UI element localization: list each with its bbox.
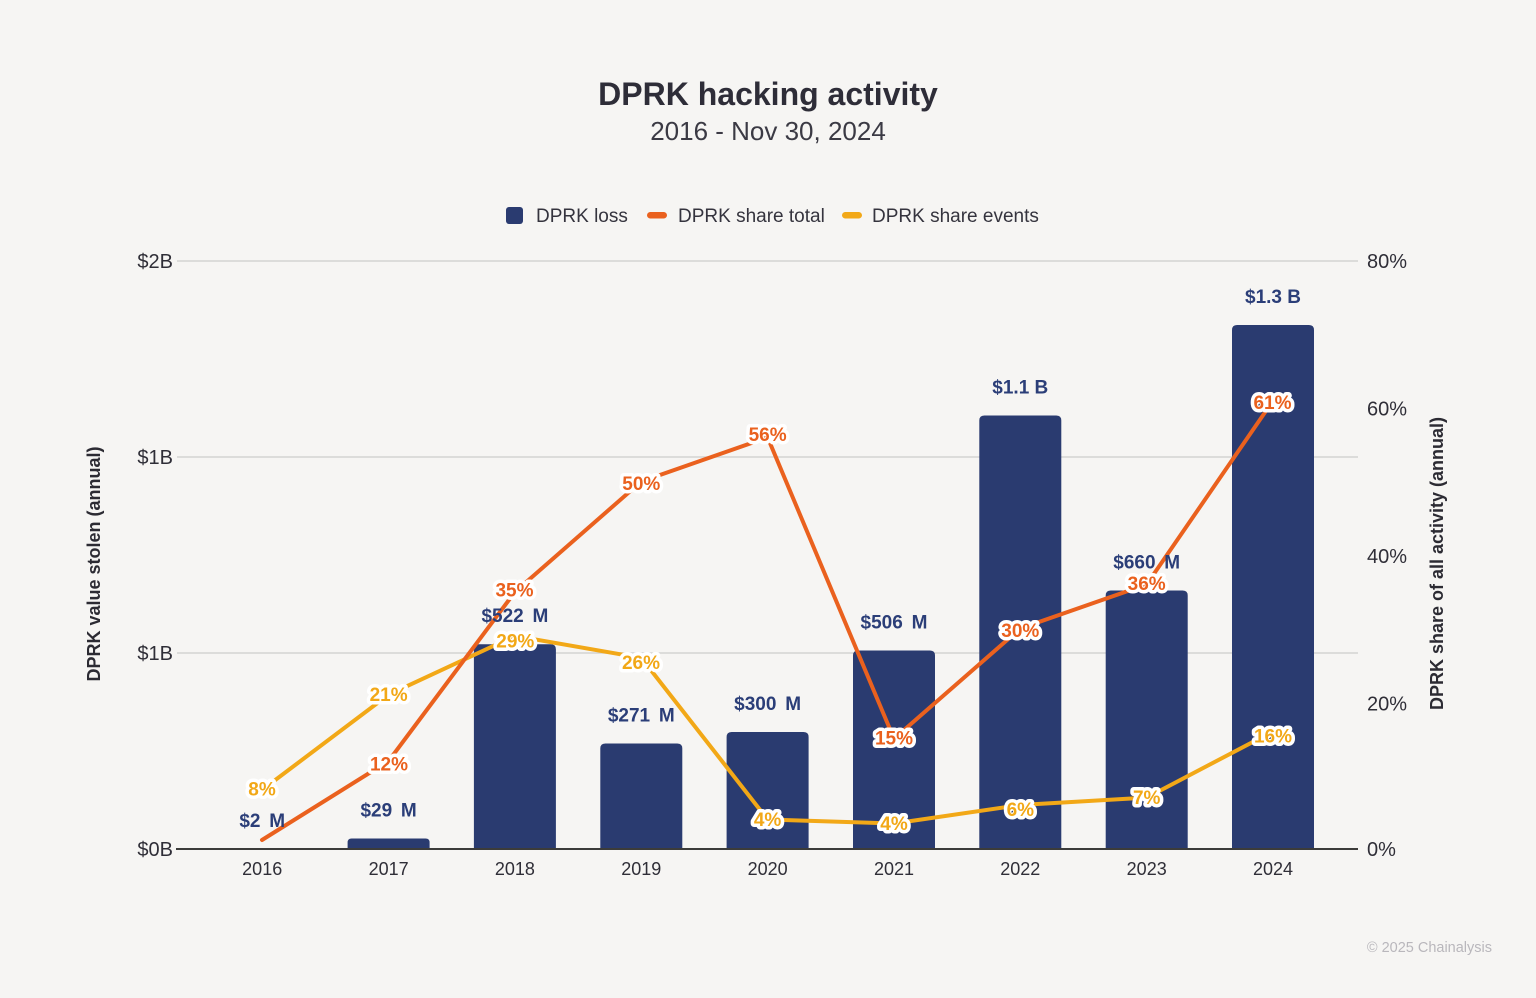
svg-text:DPRK hacking activity: DPRK hacking activity xyxy=(598,76,938,112)
svg-text:29%: 29% xyxy=(496,631,534,652)
svg-text:DPRK value stolen (annual): DPRK value stolen (annual) xyxy=(84,446,104,681)
svg-text:DPRK share total: DPRK share total xyxy=(678,206,825,227)
svg-text:2020: 2020 xyxy=(748,859,788,879)
svg-text:80%: 80% xyxy=(1367,251,1407,273)
svg-text:2022: 2022 xyxy=(1000,859,1040,879)
svg-text:0%: 0% xyxy=(1367,839,1396,861)
svg-text:2016 - Nov 30, 2024: 2016 - Nov 30, 2024 xyxy=(650,116,886,146)
svg-text:30%: 30% xyxy=(1001,621,1039,642)
svg-text:2023: 2023 xyxy=(1127,859,1167,879)
svg-text:4%: 4% xyxy=(880,814,908,835)
svg-text:6%: 6% xyxy=(1007,800,1035,821)
svg-text:21%: 21% xyxy=(370,685,408,706)
svg-text:$1.3 B: $1.3 B xyxy=(1245,287,1301,308)
svg-text:$0B: $0B xyxy=(137,839,173,861)
svg-text:8%: 8% xyxy=(248,780,276,801)
svg-text:2021: 2021 xyxy=(874,859,914,879)
svg-text:20%: 20% xyxy=(1367,694,1407,716)
svg-text:4%: 4% xyxy=(754,810,782,831)
svg-text:7%: 7% xyxy=(1133,788,1161,809)
svg-text:50%: 50% xyxy=(622,474,660,495)
svg-text:61%: 61% xyxy=(1253,393,1291,414)
svg-text:2019: 2019 xyxy=(621,859,661,879)
svg-text:$522 M: $522 M xyxy=(481,606,548,627)
svg-text:36%: 36% xyxy=(1128,574,1166,595)
svg-text:DPRK share events: DPRK share events xyxy=(872,206,1039,227)
svg-text:56%: 56% xyxy=(749,425,787,446)
svg-text:35%: 35% xyxy=(495,580,533,601)
svg-text:DPRK share of all activity (an: DPRK share of all activity (annual) xyxy=(1427,417,1447,710)
svg-text:DPRK loss: DPRK loss xyxy=(536,206,628,227)
svg-text:$29 M: $29 M xyxy=(360,801,416,822)
svg-text:$271 M: $271 M xyxy=(608,706,675,727)
svg-text:$1B: $1B xyxy=(137,447,173,469)
svg-text:12%: 12% xyxy=(370,755,408,776)
svg-text:60%: 60% xyxy=(1367,399,1407,421)
svg-text:15%: 15% xyxy=(875,729,913,750)
svg-text:2024: 2024 xyxy=(1253,859,1293,879)
svg-text:$660 M: $660 M xyxy=(1113,553,1180,574)
svg-text:$2B: $2B xyxy=(137,251,173,273)
svg-text:16%: 16% xyxy=(1254,726,1292,747)
svg-text:$506 M: $506 M xyxy=(861,613,928,634)
svg-text:$1B: $1B xyxy=(137,643,173,665)
svg-text:$300 M: $300 M xyxy=(734,694,801,715)
svg-text:2016: 2016 xyxy=(242,859,282,879)
svg-text:2017: 2017 xyxy=(369,859,409,879)
svg-text:40%: 40% xyxy=(1367,546,1407,568)
svg-text:26%: 26% xyxy=(622,653,660,674)
svg-text:2018: 2018 xyxy=(495,859,535,879)
svg-text:© 2025 Chainalysis: © 2025 Chainalysis xyxy=(1367,940,1492,956)
svg-text:$1.1 B: $1.1 B xyxy=(992,378,1048,399)
